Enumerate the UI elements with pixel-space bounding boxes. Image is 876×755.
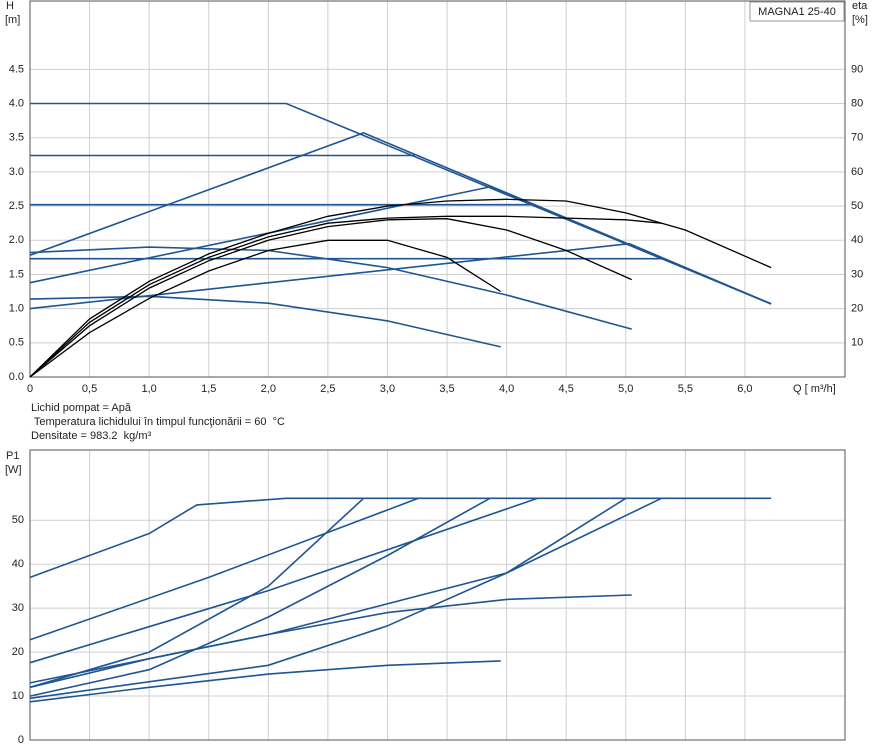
curve [29,497,365,689]
curve [29,218,632,378]
x-tick-label: 0 [27,383,33,395]
y2-tick-label: 50 [851,200,863,212]
y2-tick-label: 40 [851,234,863,246]
y-tick-label: 50 [12,514,24,526]
y-tick-label: 20 [12,646,24,658]
plot-frame [29,0,846,378]
curve [29,295,501,348]
curve [29,239,502,378]
note: Temperatura lichidului în timpul funcţio… [31,416,285,428]
curve [29,497,538,664]
y-tick-label: 10 [12,690,24,702]
y-tick-label: 0.0 [9,371,24,383]
curve [29,497,491,697]
y2-axis-unit: [%] [852,14,868,26]
x-tick-label: 6,0 [737,383,752,395]
y-tick-label: 2.5 [9,200,24,212]
plot-frame [29,449,846,741]
y-tick-label: 4.0 [9,97,24,109]
curve [29,497,772,579]
y-axis-label: H [6,0,14,12]
y2-tick-label: 80 [851,97,863,109]
note: Lichid pompat = Apă [31,402,132,414]
y-tick-label: 2.0 [9,234,24,246]
y2-tick-label: 20 [851,303,863,315]
x-tick-label: 4,0 [499,383,514,395]
y-tick-label: 3.0 [9,166,24,178]
curve [29,246,632,330]
x-tick-label: 1,0 [142,383,157,395]
x-tick-label: 5,0 [618,383,633,395]
x-tick-label: 3,0 [380,383,395,395]
y-tick-label: 30 [12,602,24,614]
legend-text: MAGNA1 25-40 [758,6,836,18]
legend-box [749,1,845,22]
curve [29,660,501,703]
y-tick-label: 3.5 [9,132,24,144]
curve [29,497,627,700]
y-axis-unit: [W] [5,464,22,476]
y-axis-unit: [m] [5,14,20,26]
y2-axis-label: eta [852,0,868,12]
y-tick-label: 0.5 [9,337,24,349]
y-axis-label: P1 [6,450,19,462]
y2-tick-label: 70 [851,132,863,144]
x-tick-label: 0,5 [82,383,97,395]
curve [29,132,772,305]
x-tick-label: 1,5 [201,383,216,395]
y-tick-label: 0 [18,734,24,746]
curve [30,102,772,305]
curve [29,215,662,378]
y2-tick-label: 10 [851,337,863,349]
x-tick-label: 4,5 [559,383,574,395]
y2-tick-label: 60 [851,166,863,178]
curve [29,594,632,689]
note: Densitate = 983.2 kg/m³ [31,430,151,442]
x-axis-label: Q [ m³/h] [793,383,836,395]
y-tick-label: 40 [12,558,24,570]
x-tick-label: 2,0 [261,383,276,395]
y-tick-label: 1.0 [9,303,24,315]
curve [29,497,419,641]
x-tick-label: 3,5 [439,383,454,395]
y-tick-label: 4.5 [9,63,24,75]
curve [29,242,772,310]
x-tick-label: 5,5 [678,383,693,395]
curve [29,198,772,378]
x-tick-label: 2,5 [320,383,335,395]
y2-tick-label: 90 [851,63,863,75]
y2-tick-label: 30 [851,268,863,280]
y-tick-label: 1.5 [9,268,24,280]
